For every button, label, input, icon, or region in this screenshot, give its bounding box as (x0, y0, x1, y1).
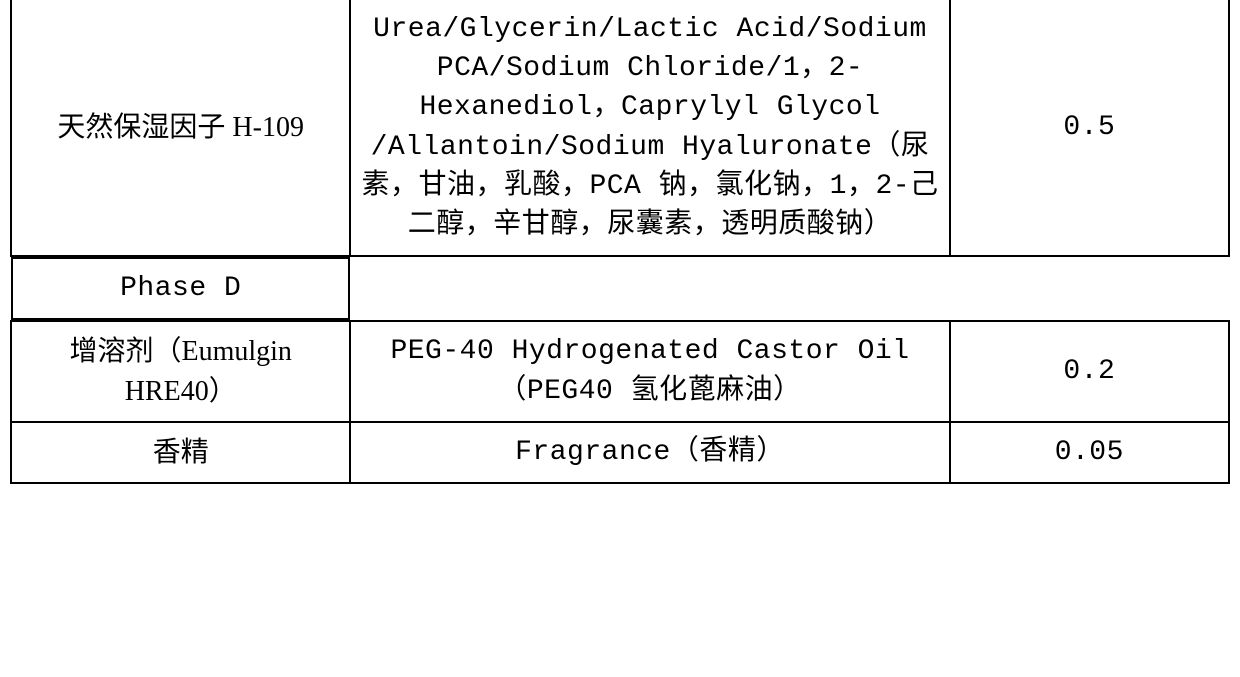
phase-label: Phase D (11, 257, 350, 320)
ingredient-amount-cell: 0.2 (950, 321, 1229, 421)
table-row: 香精 Fragrance（香精） 0.05 (11, 422, 1229, 483)
ingredient-inci-cell: Urea/Glycerin/Lactic Acid/Sodium PCA/Sod… (350, 0, 949, 256)
ingredient-amount-cell: 0.5 (950, 0, 1229, 256)
ingredient-amount-cell: 0.05 (950, 422, 1229, 483)
table-row: 增溶剂（Eumulgin HRE40） PEG-40 Hydrogenated … (11, 321, 1229, 421)
phase-header-row: Phase D (11, 257, 350, 320)
ingredients-table: 天然保湿因子 H-109 Urea/Glycerin/Lactic Acid/S… (10, 0, 1230, 484)
ingredient-name-cell: 天然保湿因子 H-109 (11, 0, 350, 256)
ingredient-name-cell: 香精 (11, 422, 350, 483)
table-row: 天然保湿因子 H-109 Urea/Glycerin/Lactic Acid/S… (11, 0, 1229, 256)
ingredient-name-cell: 增溶剂（Eumulgin HRE40） (11, 321, 350, 421)
ingredient-inci-cell: PEG-40 Hydrogenated Castor Oil（PEG40 氢化蓖… (350, 321, 949, 421)
phase-label-text: Phase D (120, 273, 241, 304)
ingredient-inci-cell: Fragrance（香精） (350, 422, 949, 483)
